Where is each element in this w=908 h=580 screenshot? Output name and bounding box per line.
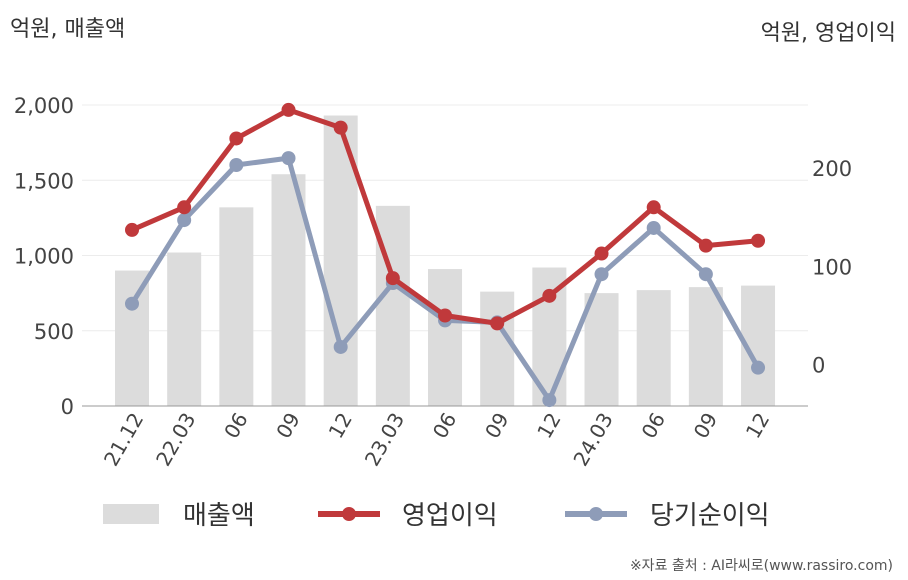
point-net-income: [229, 158, 244, 173]
right-tick-label: 0: [812, 354, 825, 378]
point-operating-profit: [646, 200, 661, 215]
x-tick-label: 06: [219, 409, 253, 443]
x-tick-label: 24.03: [568, 409, 617, 471]
x-tick-label: 12: [741, 409, 775, 443]
point-operating-profit: [594, 246, 609, 261]
x-tick-label: 23.03: [360, 409, 409, 471]
x-tick-label: 21.12: [99, 409, 148, 471]
point-net-income: [646, 220, 661, 235]
legend-label-net-income: 당기순이익: [650, 501, 770, 531]
left-tick-label: 0: [61, 395, 74, 419]
legend-marker-net-income: [589, 507, 603, 521]
point-net-income: [281, 151, 296, 166]
left-axis-ticks: 0 500 1,000 1,500 2,000: [14, 94, 74, 419]
x-tick-label: 09: [271, 409, 305, 443]
point-operating-profit: [125, 222, 139, 237]
legend-swatch-revenue: [103, 504, 159, 524]
point-net-income: [333, 339, 348, 354]
point-operating-profit: [281, 102, 296, 117]
left-tick-label: 500: [34, 320, 74, 344]
bar-revenue: [375, 205, 410, 406]
bar-revenue: [688, 287, 723, 406]
legend-label-revenue: 매출액: [183, 501, 255, 531]
point-net-income: [594, 267, 609, 282]
point-operating-profit: [333, 120, 348, 135]
legend-label-operating-profit: 영업이익: [402, 501, 498, 531]
point-operating-profit: [385, 271, 400, 286]
point-operating-profit: [698, 238, 713, 253]
point-net-income: [125, 296, 139, 311]
point-operating-profit: [229, 131, 244, 146]
x-tick-label: 12: [323, 409, 357, 443]
point-net-income: [698, 267, 713, 282]
line-series: [125, 102, 766, 408]
bar-revenue: [167, 252, 202, 406]
x-tick-label: 09: [689, 409, 723, 443]
right-axis-unit-label: 억원, 영업이익: [761, 21, 896, 46]
bar-revenue: [584, 293, 619, 406]
right-tick-label: 100: [812, 255, 852, 279]
point-operating-profit: [542, 288, 557, 303]
bar-revenue: [219, 207, 254, 406]
left-tick-label: 1,000: [14, 245, 74, 269]
legend-item-net-income: 당기순이익: [565, 501, 770, 531]
x-axis-ticks: 21.12 22.03 06 09 12 23.03 06 09 12 24.03 06 09 12: [99, 409, 774, 471]
point-net-income: [177, 213, 192, 228]
point-net-income: [751, 360, 766, 375]
point-operating-profit: [751, 233, 766, 248]
legend-item-revenue: 매출액: [103, 501, 255, 531]
right-tick-label: 200: [812, 157, 852, 181]
bar-revenue: [480, 291, 515, 406]
x-tick-label: 09: [480, 409, 514, 443]
revenue-bars: [115, 115, 776, 406]
left-tick-label: 2,000: [14, 94, 74, 118]
source-note: ※자료 출처 : AI라씨로(www.rassiro.com): [630, 558, 893, 574]
point-operating-profit: [490, 316, 505, 331]
legend: 매출액 영업이익 당기순이익: [103, 501, 770, 531]
right-axis-ticks: 0 100 200: [812, 157, 852, 378]
x-tick-label: 06: [428, 409, 462, 443]
bar-revenue: [636, 290, 671, 406]
left-axis-unit-label: 억원, 매출액: [10, 17, 125, 42]
left-tick-label: 1,500: [14, 169, 74, 193]
x-tick-label: 22.03: [151, 409, 200, 471]
bar-revenue: [428, 269, 463, 406]
legend-item-operating-profit: 영업이익: [318, 501, 498, 531]
x-tick-label: 12: [532, 409, 566, 443]
legend-marker-operating-profit: [342, 507, 356, 521]
point-operating-profit: [438, 308, 453, 323]
x-tick-label: 06: [637, 409, 671, 443]
point-net-income: [542, 393, 557, 408]
bar-revenue: [271, 174, 306, 406]
bar-revenue: [115, 270, 149, 406]
point-operating-profit: [177, 200, 192, 215]
